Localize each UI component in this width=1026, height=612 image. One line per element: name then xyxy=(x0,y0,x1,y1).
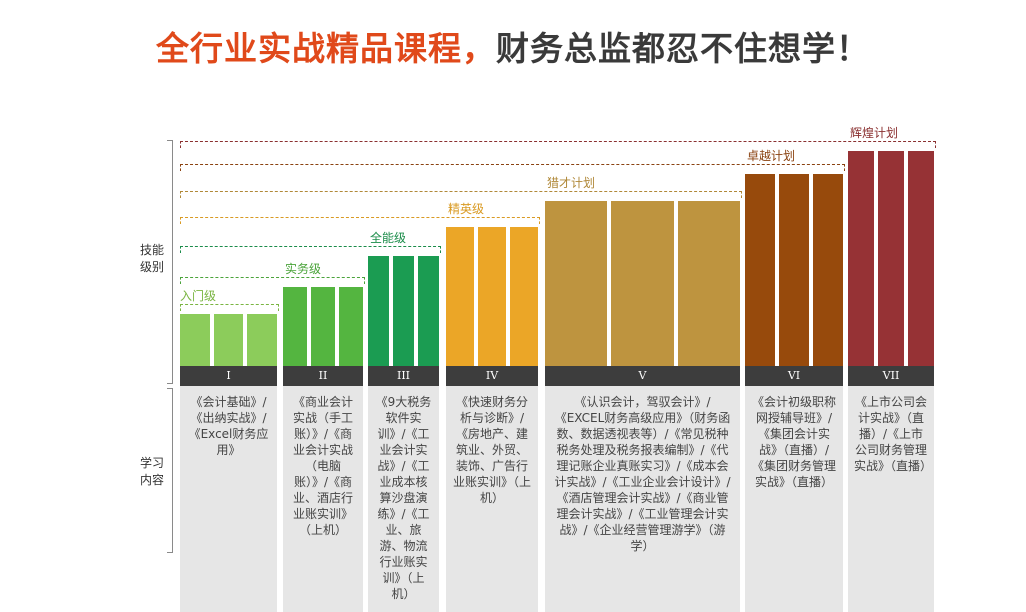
level-bar xyxy=(247,314,277,366)
level-numeral: VI xyxy=(745,366,843,386)
level-numeral: IV xyxy=(446,366,538,386)
level-label: 猎才计划 xyxy=(547,176,596,190)
study-content-label-line1: 学习 xyxy=(139,456,164,470)
level-bar xyxy=(813,174,843,366)
level-bracket xyxy=(180,277,365,284)
level-bracket xyxy=(180,217,540,224)
level-bar xyxy=(180,314,210,366)
level-label: 实务级 xyxy=(285,262,322,276)
level-numeral: II xyxy=(283,366,363,386)
level-label: 全能级 xyxy=(370,231,407,245)
level-bracket xyxy=(180,141,936,148)
level-bracket xyxy=(180,164,845,171)
content-axis-bracket xyxy=(167,388,173,553)
level-bracket xyxy=(180,191,742,198)
course-content: 《会计基础》/《出纳实战》/《Excel财务应用》 xyxy=(180,386,277,612)
level-bar xyxy=(393,256,414,366)
level-label: 入门级 xyxy=(180,289,217,303)
level-bar xyxy=(908,151,934,366)
level-bar xyxy=(478,227,506,366)
level-bar xyxy=(848,151,874,366)
level-bar xyxy=(779,174,809,366)
level-bracket xyxy=(180,246,441,253)
level-bar xyxy=(545,201,608,366)
level-bar xyxy=(745,174,775,366)
course-content: 《9大税务软件实训》/《工业会计实战》/《工业成本核算沙盘演练》/《工业、旅游、… xyxy=(368,386,439,612)
level-bar xyxy=(418,256,439,366)
course-content: 《上市公司会计实战》（直播）/《上市公司财务管理实战》（直播） xyxy=(848,386,934,612)
title-rest: 财务总监都忍不住想学！ xyxy=(496,29,870,68)
course-content: 《认识会计，驾驭会计》/《EXCEL财务高级应用》（财务函数、数据透视表等）/《… xyxy=(545,386,740,612)
level-bracket xyxy=(180,304,279,311)
skill-level-label-line1: 技能 xyxy=(139,243,164,257)
course-content: 《快速财务分析与诊断》/《房地产、建筑业、外贸、装饰、广告行业账实训》（上机） xyxy=(446,386,538,612)
title-highlight: 全行业实战精品课程， xyxy=(156,29,496,68)
skill-level-label: 技能 级别 xyxy=(137,242,167,276)
level-label: 辉煌计划 xyxy=(850,126,899,140)
page-title: 全行业实战精品课程，财务总监都忍不住想学！ xyxy=(0,22,1026,70)
skill-level-label-line2: 级别 xyxy=(139,260,164,274)
level-numeral: I xyxy=(180,366,277,386)
study-content-label: 学习 内容 xyxy=(137,455,167,489)
skill-axis-bracket xyxy=(167,140,173,384)
level-bar xyxy=(368,256,389,366)
level-bar xyxy=(213,314,244,366)
level-bar xyxy=(446,227,474,366)
level-numeral: III xyxy=(368,366,439,386)
level-bar xyxy=(878,151,904,366)
level-label: 精英级 xyxy=(448,202,485,216)
study-content-label-line2: 内容 xyxy=(139,473,164,487)
course-content: 《商业会计实战（手工账）》/《商业会计实战（电脑账）》/《商业、酒店行业账实训》… xyxy=(283,386,363,612)
level-bar xyxy=(311,287,335,366)
level-label: 卓越计划 xyxy=(747,149,796,163)
level-bar xyxy=(339,287,363,366)
level-bar xyxy=(611,201,674,366)
level-bar xyxy=(283,287,307,366)
level-bar xyxy=(677,201,740,366)
level-bar xyxy=(510,227,538,366)
level-numeral: V xyxy=(545,366,740,386)
course-content: 《会计初级职称网授辅导班》/《集团会计实战》（直播）/《集团财务管理实战》（直播… xyxy=(745,386,843,612)
level-numeral: VII xyxy=(848,366,934,386)
